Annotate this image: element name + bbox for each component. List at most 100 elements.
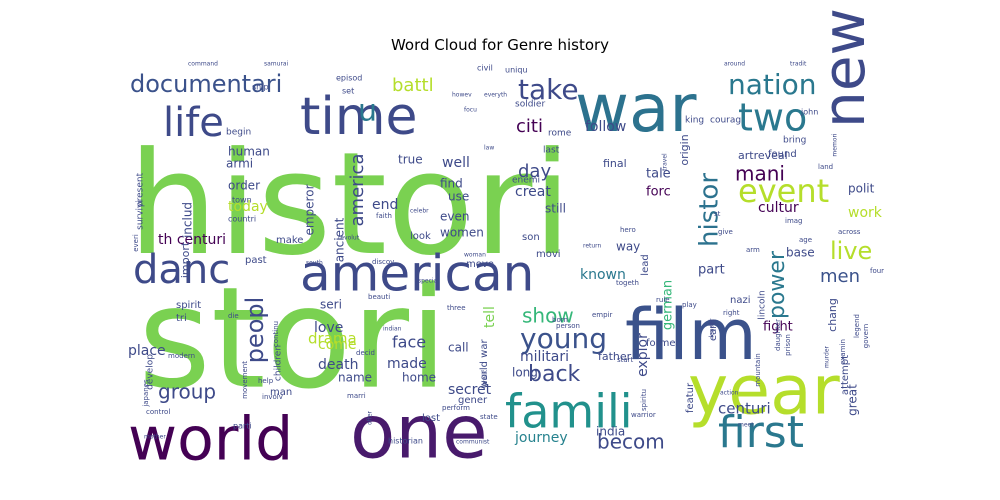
word-civil: civil	[477, 64, 493, 73]
word-two: two	[738, 96, 807, 140]
word-episod: episod	[336, 74, 362, 83]
word-nation: nation	[728, 68, 817, 101]
word-true: true	[398, 153, 423, 167]
word-day: day	[518, 161, 551, 182]
word-american: american	[300, 245, 534, 303]
word-right: right	[723, 309, 740, 317]
word-across: across	[838, 228, 861, 236]
word-king: king	[685, 116, 704, 126]
word-communist: communist	[456, 439, 490, 446]
word-journey: journey	[514, 430, 568, 446]
word-enemi: enemi	[512, 176, 540, 186]
word-still: still	[545, 202, 566, 216]
word-indian: indian	[383, 326, 402, 333]
word-last: last	[543, 146, 560, 156]
word-emperor: emperor	[303, 184, 317, 235]
word-back: back	[528, 362, 581, 387]
word-develop: develop	[146, 354, 156, 390]
word-forc: forc	[646, 185, 671, 200]
word-histori: histori	[128, 122, 572, 287]
word-life: life	[163, 100, 224, 146]
word-first: first	[718, 407, 804, 458]
word-st: st	[714, 210, 721, 218]
word-tale: tale	[646, 167, 671, 182]
word-three: three	[447, 304, 466, 312]
word-creat: creat	[515, 184, 551, 200]
word-face: face	[392, 333, 426, 352]
word-chang: chang	[826, 298, 839, 332]
word-look: look	[410, 231, 431, 242]
word-import: import	[179, 241, 192, 278]
word-death: death	[318, 357, 358, 373]
word-offer: offer	[367, 410, 374, 424]
word-rome: rome	[548, 129, 572, 139]
word-known: known	[580, 267, 626, 283]
word-film: film	[625, 294, 757, 376]
word-find: find	[440, 177, 463, 191]
word-featur: featur	[685, 382, 696, 413]
word-present: present	[136, 172, 146, 207]
word-way: way	[616, 240, 640, 254]
word-men: men	[820, 266, 860, 287]
word-land: land	[818, 163, 833, 171]
word-ship: ship	[252, 83, 269, 92]
word-help: help	[258, 377, 274, 385]
word-militari: militari	[520, 349, 569, 365]
word-samurai: samurai	[264, 61, 289, 68]
word-imag: imag	[785, 217, 803, 225]
word-seri: seri	[320, 298, 342, 312]
word-uniqu: uniqu	[505, 66, 528, 75]
word-histor: histor	[695, 173, 725, 247]
word-lead: lead	[640, 254, 651, 275]
chart-title: Word Cloud for Genre history	[390, 36, 610, 54]
word-drama: drama	[308, 330, 357, 348]
word-set: set	[342, 87, 354, 96]
word-control: control	[146, 408, 170, 416]
word-state: state	[480, 413, 498, 421]
word-father: father	[598, 350, 632, 363]
word-becom: becom	[597, 430, 665, 454]
word-revolut: revolut	[338, 235, 360, 242]
word-live: live	[830, 237, 872, 265]
word-love: love	[314, 320, 343, 336]
word-everyth: everyth	[484, 92, 507, 99]
word-war: war	[575, 70, 697, 147]
word-children: children	[274, 345, 284, 381]
word-time: time	[300, 87, 417, 147]
word-explor: explor	[635, 333, 651, 377]
word-tri: tri	[176, 313, 187, 324]
word-one: one	[350, 390, 488, 476]
word-die: die	[228, 312, 239, 320]
word-long: long	[512, 366, 538, 380]
word-parti: parti	[233, 422, 252, 431]
word-modern: modern	[168, 352, 195, 360]
word-give: give	[718, 228, 733, 236]
word-take: take	[518, 73, 579, 106]
word-perform: perform	[442, 404, 470, 412]
word-return: return	[583, 243, 602, 250]
word-spiritu: spiritu	[640, 389, 648, 411]
word-walk: walk	[481, 369, 489, 386]
word-faith: faith	[376, 212, 392, 220]
word-th-centuri: th centuri	[158, 232, 226, 248]
word-daughter: daughter	[774, 319, 782, 351]
word-movement: movement	[241, 361, 249, 399]
word-name: name	[338, 371, 372, 385]
word-hero: hero	[620, 226, 636, 234]
word-earli: earli	[708, 319, 719, 341]
word-beauti: beauti	[368, 293, 390, 301]
word-women: women	[440, 226, 484, 240]
word-play: play	[682, 301, 697, 309]
word-focu: focu	[464, 107, 477, 114]
word-armi: armi	[226, 157, 253, 171]
word-polit: polit	[848, 182, 875, 196]
word-lincoln: lincoln	[758, 290, 768, 319]
word-found: found	[768, 149, 797, 160]
word-woman: woman	[464, 252, 486, 259]
word-marri: marri	[347, 392, 366, 400]
word-japanes: japanes	[142, 379, 150, 408]
word-german: german	[661, 280, 676, 330]
word-attempt: attempt	[840, 355, 851, 395]
word-power: power	[765, 250, 790, 319]
